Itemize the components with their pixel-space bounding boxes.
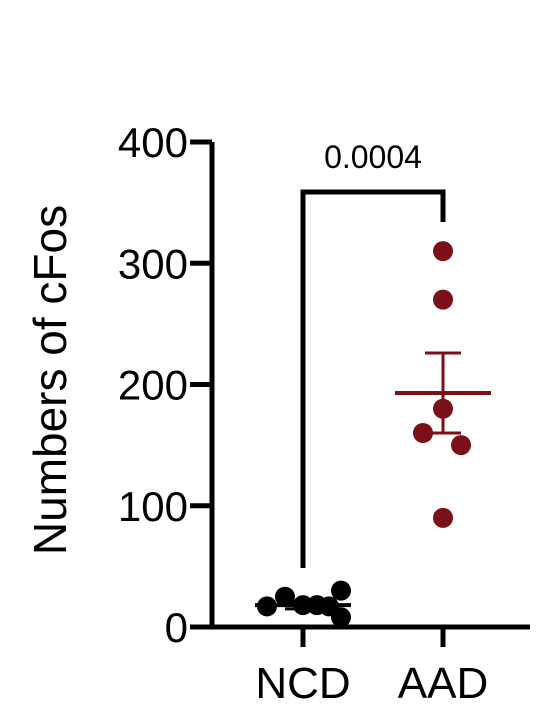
x-category-label-ncd: NCD bbox=[255, 659, 350, 708]
y-tick-label-300: 300 bbox=[118, 240, 188, 287]
x-category-labels: NCD AAD bbox=[255, 659, 488, 708]
y-tick-label-100: 100 bbox=[118, 483, 188, 530]
error-bars bbox=[255, 351, 491, 611]
data-point-ncd-6 bbox=[331, 607, 351, 628]
data-point-aad-3 bbox=[413, 423, 433, 443]
data-point-ncd-5 bbox=[331, 580, 351, 601]
bracket-line bbox=[300, 189, 446, 568]
p-value-label: 0.0004 bbox=[324, 139, 422, 175]
y-tick-label-0: 0 bbox=[165, 604, 188, 651]
data-point-aad-0 bbox=[433, 241, 453, 262]
significance-bracket: 0.0004 bbox=[300, 139, 446, 568]
x-category-label-aad: AAD bbox=[398, 659, 488, 708]
y-tick-label-400: 400 bbox=[118, 119, 188, 166]
y-axis-title: Numbers of cFos bbox=[24, 205, 76, 555]
y-tick-label-200: 200 bbox=[118, 362, 188, 409]
data-point-aad-1 bbox=[433, 289, 453, 310]
y-ticks: 0 100 200 300 400 bbox=[118, 119, 212, 651]
data-point-aad-4 bbox=[451, 435, 471, 456]
data-point-aad-5 bbox=[433, 507, 453, 528]
